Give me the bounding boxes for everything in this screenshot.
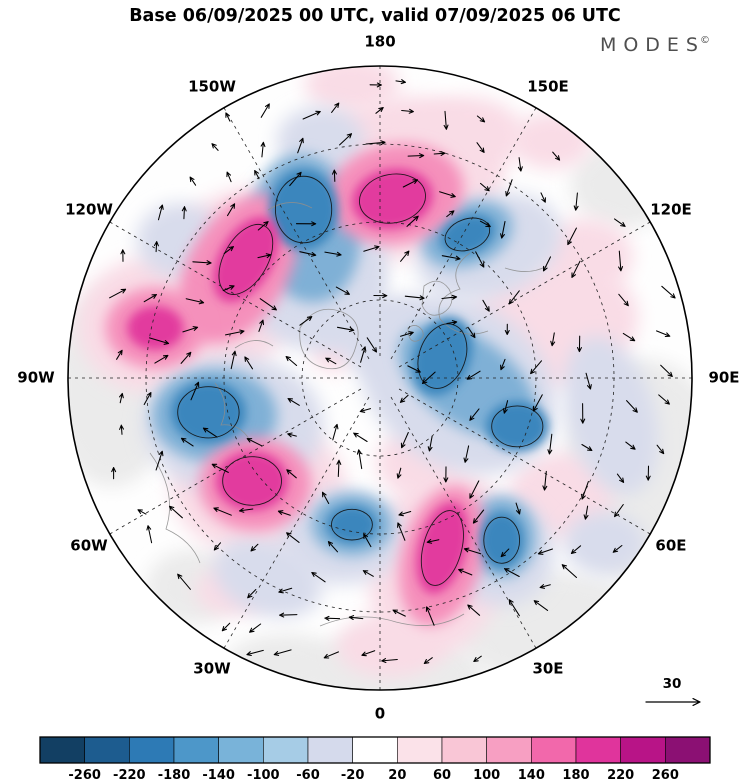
colorbar-cell xyxy=(575,736,621,764)
anomaly-contour xyxy=(177,386,240,439)
anomaly-contour xyxy=(483,516,521,564)
colorbar-cell xyxy=(129,736,175,764)
longitude-label: 0 xyxy=(375,705,385,723)
longitude-label: 30W xyxy=(193,659,231,677)
anomaly-contour xyxy=(491,405,544,448)
anomaly-blob-neg3 xyxy=(486,401,549,452)
anomaly-blob-neg3 xyxy=(170,381,246,444)
anomaly-blob-land xyxy=(224,633,349,690)
colorbar-cell xyxy=(39,736,85,764)
longitude-label: 90W xyxy=(17,369,55,387)
colorbar-tick-label: -180 xyxy=(158,768,191,783)
anomaly-blob-pos3 xyxy=(127,306,184,350)
colorbar-tick-label: 20 xyxy=(388,768,406,783)
colorbar-tick-label: -220 xyxy=(113,768,146,783)
colorbar-tick-label: -20 xyxy=(341,768,365,783)
colorbar-cell xyxy=(486,736,532,764)
longitude-label: 120E xyxy=(650,201,692,219)
colorbar-cell xyxy=(620,736,666,764)
longitude-label: 120W xyxy=(65,201,113,219)
colorbar-outline xyxy=(39,736,711,764)
modes-logo-text: MODES xyxy=(599,34,705,56)
anomaly-contour xyxy=(274,175,333,244)
anomaly-blob-pos3 xyxy=(213,216,279,303)
modes-logo: MODES© xyxy=(600,34,710,56)
colorbar-cell xyxy=(84,736,130,764)
colorbar-tick-label: -60 xyxy=(296,768,320,783)
polar-map-canvas: 180 150E 120E 90E 60E 30E 0 30W 60W 90W 120W 150W 30 xyxy=(17,33,739,723)
colorbar-tick-label: 220 xyxy=(607,768,634,783)
colorbar-tick-label: -140 xyxy=(202,768,235,783)
anomaly-blob-pos1 xyxy=(539,218,633,294)
wind-vectors xyxy=(109,79,676,665)
colorbar-cell xyxy=(531,736,577,764)
colorbar: -260 -220 -180 -140 -100 -60 -20 20 60 100 140 180 2… xyxy=(39,736,711,783)
colorbar-cell xyxy=(397,736,443,764)
anomaly-contour xyxy=(222,456,282,506)
anomaly-blob-neg3 xyxy=(269,168,338,251)
vector-reference: 30 xyxy=(645,676,701,706)
colorbar-tick-label: -260 xyxy=(68,768,101,783)
colorbar-cell xyxy=(441,736,487,764)
colorbar-tick-label: 100 xyxy=(473,768,500,783)
longitude-label: 30E xyxy=(532,659,563,677)
colorbar-tick-label: -100 xyxy=(247,768,280,783)
anomaly-blob-pos3 xyxy=(416,502,469,594)
anomaly-contour xyxy=(331,508,373,541)
anomaly-blob-pos1 xyxy=(511,112,593,169)
figure-title: Base 06/09/2025 00 UTC, valid 07/09/2025… xyxy=(129,6,621,26)
longitude-labels: 180 150E 120E 90E 60E 30E 0 30W 60W 90W 120W 150W xyxy=(17,33,739,723)
longitude-label: 90E xyxy=(708,369,739,387)
colorbar-tick-label: 260 xyxy=(652,768,679,783)
anomaly-contour xyxy=(218,224,274,295)
longitude-label: 150E xyxy=(527,78,569,96)
map-boundary xyxy=(67,65,693,691)
reference-arrow-icon xyxy=(645,698,701,706)
anomaly-contour xyxy=(417,323,468,389)
vector-reference-value: 30 xyxy=(663,676,682,692)
anomaly-blob-pos1 xyxy=(336,615,443,678)
anomaly-blob-neg3 xyxy=(479,512,524,569)
colorbar-cell xyxy=(665,736,711,764)
map-field xyxy=(68,66,692,690)
longitude-label: 180 xyxy=(364,33,395,51)
colorbar-cell xyxy=(263,736,309,764)
copyright-mark: © xyxy=(700,35,710,46)
colorbar-cell xyxy=(307,736,353,764)
colorbar-tick-labels: -260 -220 -180 -140 -100 -60 -20 20 60 100 140 180 2… xyxy=(68,768,679,783)
anomaly-blob-neg1 xyxy=(564,512,646,575)
longitude-label: 60E xyxy=(655,537,686,555)
anomaly-blob-pos3 xyxy=(352,168,433,229)
colorbar-tick-label: 180 xyxy=(562,768,589,783)
colorbar-tick-label: 60 xyxy=(433,768,451,783)
colorbar-cells xyxy=(39,736,711,764)
anomaly-blob-neg3 xyxy=(326,505,377,544)
anomaly-blob-pos3 xyxy=(216,451,288,511)
colorbar-cell xyxy=(352,736,398,764)
graticule xyxy=(68,66,692,690)
colorbar-cell xyxy=(218,736,264,764)
longitude-label: 150W xyxy=(188,78,236,96)
colorbar-tick-label: 140 xyxy=(518,768,545,783)
colorbar-cell xyxy=(173,736,219,764)
longitude-label: 60W xyxy=(70,537,108,555)
anomaly-blob-pos1 xyxy=(305,66,399,113)
anomaly-contour xyxy=(420,510,464,586)
anomaly-blob-neg1 xyxy=(213,537,322,618)
